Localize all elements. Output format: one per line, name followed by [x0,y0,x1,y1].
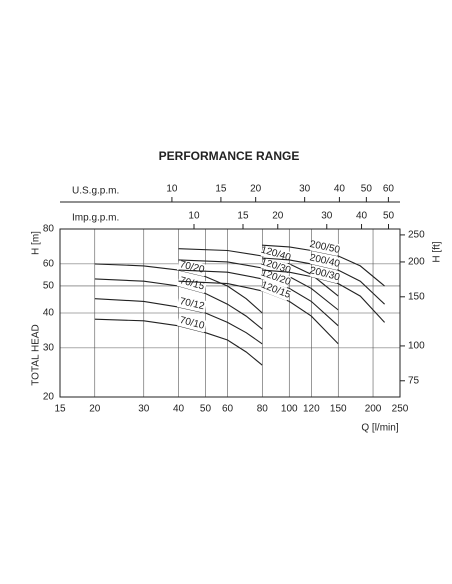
x-tick-label: 120 [303,404,320,415]
y2-axis-label: H [ft] [432,241,443,262]
x-tick-label: 40 [173,404,185,415]
top-tick-label: 10 [188,211,200,222]
x-tick-label: 15 [54,404,66,415]
curve-label-bg [260,279,292,301]
x-tick-label: 250 [392,404,409,415]
x-axis-label: Q [l/min] [361,423,398,434]
y-axis-title: TOTAL HEAD [31,324,42,386]
top-tick-label: 20 [250,184,262,195]
y-tick-label: 50 [43,281,55,292]
curve-label-bg [309,238,340,256]
y-axis-label: H [m] [31,231,42,255]
curve [178,269,339,327]
x-tick-label: 80 [257,404,269,415]
top-tick-label: 30 [299,184,311,195]
top-tick-label: 10 [166,184,178,195]
curve-label-bg [176,274,208,294]
x-tick-label: 50 [200,404,212,415]
top-tick-label: 60 [383,184,395,195]
top-tick-label: 50 [361,184,373,195]
x-tick-label: 100 [281,404,298,415]
x-tick-label: 150 [330,404,347,415]
curve-label-bg [260,244,291,264]
curve [94,318,263,366]
top-axis-label: Imp.g.p.m. [72,213,119,224]
y2-tick-label: 150 [408,291,425,302]
y2-tick-label: 200 [408,257,425,268]
chart-title: PERFORMANCE RANGE [159,149,300,163]
curve-label-bg [260,267,291,288]
top-tick-label: 40 [334,184,346,195]
x-tick-label: 30 [138,404,150,415]
x-tick-label: 60 [222,404,234,415]
top-axis-label: U.S.g.p.m. [72,186,119,197]
x-tick-label: 200 [365,404,382,415]
y2-tick-label: 250 [408,230,425,241]
y2-tick-label: 100 [408,341,425,352]
top-tick-label: 40 [356,211,368,222]
curve-label-bg [309,251,340,270]
y-tick-label: 20 [43,392,55,403]
y-tick-label: 60 [43,259,55,270]
curve [94,298,263,345]
curve-label-bg [176,258,208,277]
curve-label-bg [309,264,340,284]
curve [94,278,263,330]
curve-label-bg [177,295,207,313]
top-tick-label: 30 [321,211,333,222]
curve [94,263,263,314]
y-tick-label: 80 [43,224,55,235]
top-tick-label: 15 [215,184,227,195]
x-tick-label: 20 [89,404,101,415]
y-tick-label: 30 [43,343,55,354]
top-tick-label: 50 [383,211,395,222]
top-tick-label: 20 [272,211,284,222]
curve-label-bg [176,313,208,333]
curve-label: 70/12 [179,296,206,312]
y-tick-label: 40 [43,308,55,319]
top-tick-label: 15 [237,211,249,222]
y2-tick-label: 75 [408,375,420,386]
plot-frame [59,228,401,398]
